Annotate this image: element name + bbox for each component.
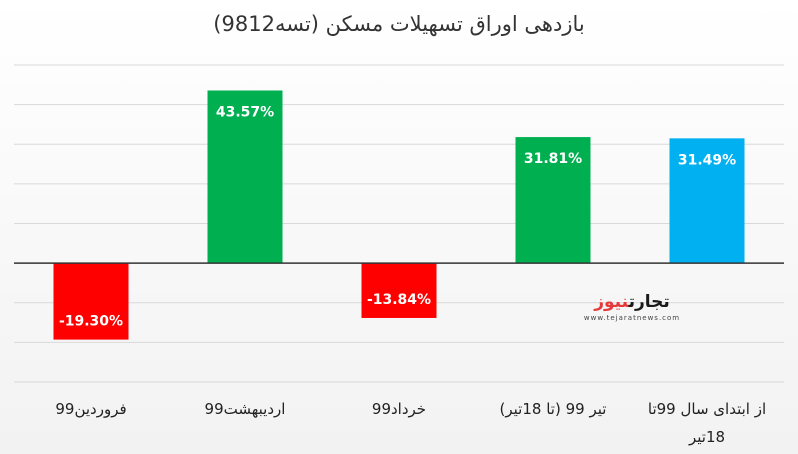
bar-3	[515, 137, 591, 264]
watermark-logo: تجارتنیوز www.tejaratnews.com	[583, 292, 681, 334]
value-label-2: -13.84%	[367, 292, 431, 308]
chart-title: بازدهی اوراق تسهیلات مسکن (تسه9812)	[213, 12, 585, 36]
category-label-0: فروردین99	[55, 400, 126, 418]
value-label-0: -19.30%	[59, 314, 123, 330]
category-label-2: خرداد99	[372, 400, 426, 418]
category-label-1: اردیبهشت99	[205, 400, 286, 418]
logo-brand-part1: تجارت	[628, 292, 670, 312]
value-label-4: 31.49%	[678, 152, 736, 168]
bar-4	[669, 138, 745, 264]
value-label-1: 43.57%	[216, 104, 274, 120]
category-labels: فروردین99 اردیبهشت99 خرداد99 تیر 99 (تا 18ت…	[55, 400, 766, 446]
logo-brand-part2: نیوز	[594, 292, 629, 312]
logo-url: www.tejaratnews.com	[583, 314, 681, 322]
bar-1	[207, 90, 283, 264]
category-label-4: از ابتدای سال 99تا	[648, 400, 766, 418]
bar-2	[361, 263, 437, 318]
category-label-3: تیر 99 (تا 18تیر)	[500, 400, 607, 418]
bar-0	[53, 263, 129, 340]
gridlines	[14, 64, 784, 383]
bars	[53, 90, 745, 340]
category-label-4: 18تیر	[688, 428, 725, 446]
value-label-3: 31.81%	[524, 151, 582, 167]
logo-brand: تجارتنیوز	[583, 292, 681, 312]
value-labels: -19.30% 43.57% -13.84% 31.81% 31.49%	[59, 104, 736, 329]
